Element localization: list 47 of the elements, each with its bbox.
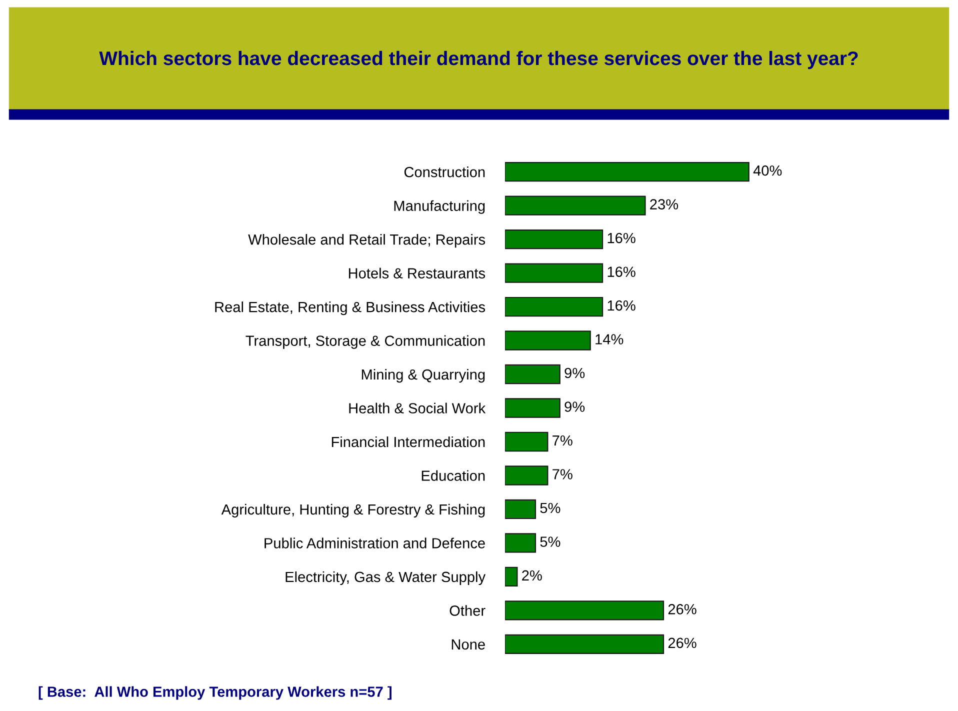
y-tick-label: Other [450,605,486,616]
bar [505,499,536,520]
bar [505,196,646,216]
bar [505,263,604,283]
y-tick-label: Construction [404,166,485,178]
bar [505,634,664,654]
bar [505,229,604,250]
bar [505,566,518,587]
chart-title: Which sectors have decreased their demand for these services over the last year? [99,50,858,70]
y-tick-label: Agriculture, Hunting & Forestry & Fishing [221,504,485,518]
data-label: 5% [540,502,560,514]
data-label: 5% [540,536,560,547]
bar [505,600,664,620]
bar [505,364,560,384]
y-tick-label: Wholesale and Retail Trade; Repairs [248,234,486,248]
data-label: 7% [552,469,572,480]
data-label: 2% [522,570,542,581]
data-label: 7% [552,435,572,446]
y-tick-label: Transport, Storage & Communication [246,335,485,349]
y-tick-label: None [452,639,485,650]
bar [505,533,536,553]
data-label: 16% [608,232,636,244]
data-label: 16% [608,266,636,277]
data-label: 26% [668,638,696,648]
y-tick-label: Real Estate, Renting & Business Activities [215,301,486,316]
data-label: 9% [564,368,585,378]
y-tick-label: Hotels & Restaurants [348,268,486,278]
y-tick-label: Education [422,470,485,481]
data-label: 14% [596,334,624,344]
text: [ Base: All Who Employ Temporary Workers n=57 ] [38,686,392,700]
y-tick-label: Manufacturing [394,200,485,214]
data-label: 9% [564,402,585,412]
bar [505,296,604,317]
data-label: 40% [753,165,782,176]
bar [505,162,750,182]
data-label: 16% [608,300,636,311]
bar [505,432,548,452]
data-label: 26% [668,604,696,614]
bar [505,466,548,486]
bar [505,398,560,418]
y-tick-label: Electricity, Gas & Water Supply [286,571,486,586]
bar [505,330,591,350]
data-label: 23% [650,199,678,210]
y-tick-label: Health & Social Work [349,402,486,414]
y-tick-label: Financial Intermediation [332,436,485,448]
y-tick-label: Public Administration and Defence [264,538,485,548]
y-tick-label: Mining & Quarrying [362,368,485,383]
